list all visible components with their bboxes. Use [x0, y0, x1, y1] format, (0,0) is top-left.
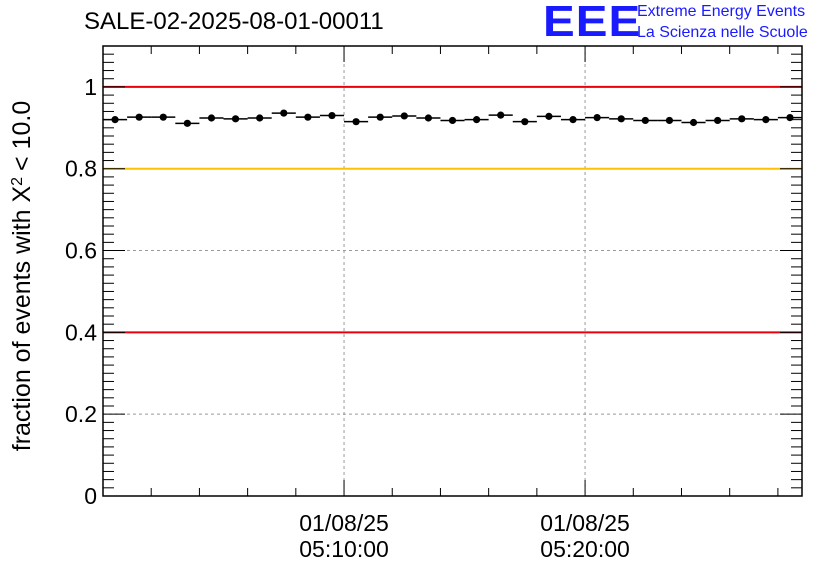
- y-axis-label-main: fraction of events with X: [8, 186, 36, 452]
- data-point-marker: [424, 114, 432, 122]
- data-point: [127, 113, 152, 121]
- data-point: [705, 116, 730, 125]
- data-point-marker: [473, 116, 481, 124]
- data-point-marker: [111, 116, 119, 124]
- data-point-marker: [617, 115, 625, 123]
- data-point: [319, 111, 345, 120]
- data-point-marker: [328, 111, 336, 120]
- data-point: [681, 118, 706, 127]
- plot-frame: [102, 45, 803, 497]
- data-point-marker: [135, 113, 143, 121]
- data-point: [295, 113, 320, 121]
- x-tick-label-date: 01/08/25: [540, 510, 630, 536]
- data-point: [223, 115, 248, 123]
- data-point: [729, 115, 754, 123]
- data-point: [247, 114, 272, 122]
- data-point: [657, 116, 682, 125]
- data-point: [753, 116, 778, 124]
- data-point: [271, 109, 296, 117]
- x-tick-label-date: 01/08/25: [299, 510, 389, 536]
- data-point-marker: [231, 115, 240, 123]
- data-point-marker: [256, 114, 264, 122]
- data-point: [199, 114, 224, 122]
- grid-layer: [103, 46, 802, 496]
- data-point: [777, 113, 802, 122]
- data-point: [464, 116, 489, 124]
- data-point-marker: [689, 118, 698, 127]
- y-axis-label-sup: 2: [9, 177, 26, 186]
- data-point-marker: [738, 115, 746, 123]
- data-point: [512, 118, 537, 126]
- data-point-marker: [593, 113, 601, 122]
- data-point-marker: [569, 116, 577, 124]
- data-point-marker: [786, 113, 794, 122]
- data-point: [416, 114, 441, 122]
- data-point-marker: [762, 116, 770, 124]
- data-point: [175, 119, 200, 127]
- y-axis-label: fraction of events with X2 < 10.0: [8, 101, 36, 452]
- data-point-marker: [497, 111, 505, 119]
- data-point: [633, 116, 658, 125]
- data-point-marker: [376, 113, 384, 121]
- logo-caption-line2: La Scienza nelle Scuole: [637, 24, 808, 41]
- data-point: [488, 111, 513, 119]
- data-point-marker: [714, 116, 722, 125]
- axis-ticks: [103, 45, 802, 497]
- data-point-marker: [352, 118, 360, 126]
- x-tick-label-time: 05:10:00: [299, 536, 389, 562]
- data-point-marker: [159, 113, 167, 121]
- data-point: [368, 113, 393, 121]
- data-point: [536, 112, 561, 120]
- data-point: [344, 118, 369, 126]
- data-point-marker: [400, 112, 408, 120]
- data-point: [609, 115, 634, 123]
- y-tick-label: 0.8: [65, 156, 97, 182]
- reference-lines: [103, 85, 802, 334]
- data-point-marker: [641, 116, 649, 125]
- data-point-marker: [183, 119, 191, 127]
- data-point: [585, 113, 610, 122]
- data-point-marker: [521, 118, 529, 126]
- data-point: [103, 116, 128, 124]
- logo-caption-line1: Extreme Energy Events: [637, 3, 806, 20]
- y-tick-label: 0.2: [65, 401, 97, 427]
- data-point-marker: [448, 116, 457, 125]
- y-axis-label-tail: < 10.0: [8, 101, 36, 171]
- y-tick-label: 0: [84, 483, 97, 509]
- tick-labels: 00.20.40.60.8101/08/2505:10:0001/08/2505…: [65, 74, 630, 562]
- y-tick-label: 0.6: [65, 238, 97, 264]
- data-point: [151, 113, 176, 121]
- data-point-marker: [280, 109, 288, 117]
- data-series: [103, 109, 802, 127]
- data-point-marker: [207, 114, 216, 122]
- data-point: [560, 116, 586, 124]
- eee-logo: EEE: [543, 0, 642, 46]
- data-point-marker: [545, 112, 553, 120]
- data-point-marker: [665, 116, 674, 125]
- x-tick-label-time: 05:20:00: [540, 536, 630, 562]
- y-tick-label: 1: [84, 74, 97, 100]
- y-tick-label: 0.4: [65, 319, 97, 345]
- data-point-marker: [304, 113, 312, 121]
- data-point: [392, 112, 417, 120]
- data-point: [440, 116, 465, 125]
- chart-title: SALE-02-2025-08-01-00011: [84, 8, 384, 35]
